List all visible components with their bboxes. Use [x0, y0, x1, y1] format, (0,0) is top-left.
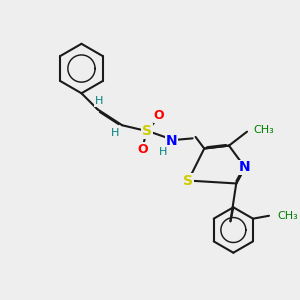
Text: S: S [183, 174, 193, 188]
Text: CH₃: CH₃ [277, 211, 298, 221]
Text: H: H [159, 147, 168, 157]
Text: CH₃: CH₃ [254, 125, 274, 135]
Text: H: H [95, 96, 103, 106]
Text: O: O [137, 142, 148, 156]
Text: H: H [111, 128, 119, 138]
Text: O: O [154, 110, 164, 122]
Text: N: N [239, 160, 251, 175]
Text: N: N [166, 134, 178, 148]
Text: S: S [142, 124, 152, 138]
